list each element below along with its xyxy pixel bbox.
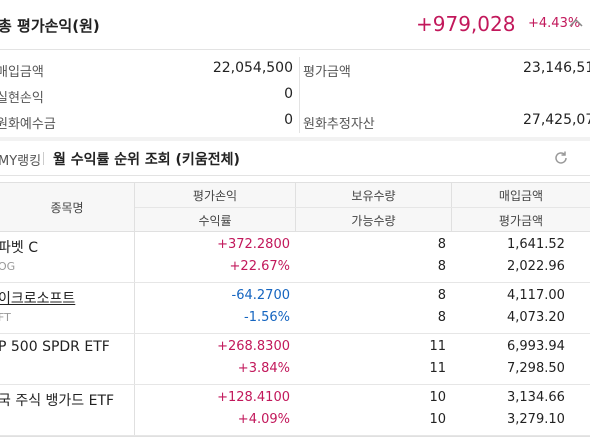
summary-divider [299, 57, 300, 133]
available-qty: 11 [429, 361, 446, 376]
holding-qty: 8 [437, 237, 446, 252]
eval-amount: 4,073.20 [507, 310, 565, 325]
eval-pl: +372.2800 [217, 237, 290, 252]
purchase-amount-value: 22,054,500 [212, 60, 293, 76]
est-assets-label: 원화추정자산 [303, 117, 375, 132]
total-pl-title: 총 평가손익(원) [0, 17, 100, 35]
table-row[interactable]: P 500 SPDR ETF +268.8300 +3.84% 11 11 6,… [0, 334, 590, 385]
col-avail-header: 가능수량 [351, 214, 396, 228]
account-summary: 매입금액 22,054,500 실현손익 0 원화예수금 0 평가금액 23,1… [0, 51, 590, 137]
chevron-up-icon[interactable] [566, 15, 590, 31]
stock-name[interactable]: 이크로소프트 [0, 291, 76, 307]
table-bottom-border [0, 436, 590, 437]
col-name-header: 종목명 [50, 201, 84, 215]
eval-amount-label: 평가금액 [303, 65, 351, 80]
col-eval-header: 평가금액 [498, 214, 544, 228]
refresh-icon[interactable] [552, 149, 570, 167]
buy-amount: 3,134.66 [507, 390, 565, 405]
eval-pl: -64.2700 [231, 288, 290, 303]
col-rate-header: 수익률 [198, 214, 232, 228]
row-divider [134, 334, 135, 384]
header-divider [134, 183, 135, 232]
available-qty: 8 [437, 259, 446, 274]
table-row[interactable]: 이크로소프트 FT -64.2700 -1.56% 8 8 4,117.00 4… [0, 283, 590, 334]
est-assets-value: 27,425,07 [523, 112, 590, 128]
holding-qty: 10 [429, 390, 446, 405]
eval-amount-value: 23,146,51 [523, 60, 590, 76]
stock-name: 국 주식 뱅가드 ETF [0, 393, 115, 409]
eval-pl: +128.4100 [217, 390, 290, 405]
return-rate: -1.56% [244, 310, 290, 325]
col-pl-header: 평가손익 [192, 189, 238, 203]
stock-name: 파벳 C [0, 240, 38, 256]
total-pl-value: +979,028 [416, 12, 516, 36]
buy-amount: 4,117.00 [507, 288, 565, 303]
my-ranking-link[interactable]: MY랭킹 [0, 154, 42, 169]
section-gap [0, 137, 590, 141]
available-qty: 8 [437, 310, 446, 325]
total-pl-header[interactable]: 총 평가손익(원) +979,028 +4.43% [0, 0, 590, 50]
table-row[interactable]: 파벳 C OG +372.2800 +22.67% 8 8 1,641.52 2… [0, 232, 590, 283]
row-divider [134, 385, 135, 435]
table-row[interactable]: 국 주식 뱅가드 ETF +128.4100 +4.09% 10 10 3,13… [0, 385, 590, 436]
return-rate: +3.84% [237, 361, 290, 376]
eval-amount: 7,298.50 [507, 361, 565, 376]
krw-deposit-value: 0 [284, 112, 293, 128]
holding-qty: 11 [429, 339, 446, 354]
purchase-amount-label: 매입금액 [0, 65, 44, 80]
return-rate: +4.09% [237, 412, 290, 427]
row-divider [134, 232, 135, 282]
total-pl-rate: +4.43% [528, 16, 581, 31]
available-qty: 10 [429, 412, 446, 427]
realized-pl-label: 실현손익 [0, 91, 44, 106]
ranking-bar[interactable]: MY랭킹 월 수익률 순위 조회 (키움전체) [0, 141, 590, 176]
eval-amount: 2,022.96 [507, 259, 565, 274]
ranking-divider [43, 152, 44, 165]
realized-pl-value: 0 [284, 86, 293, 102]
buy-amount: 6,993.94 [507, 339, 565, 354]
krw-deposit-label: 원화예수금 [0, 117, 56, 132]
header-mid-divider [135, 207, 590, 208]
holding-qty: 8 [437, 288, 446, 303]
holdings-table-header: 종목명 평가손익 수익률 보유수량 가능수량 매입금액 평가금액 [0, 182, 590, 232]
stock-name: P 500 SPDR ETF [0, 339, 110, 355]
eval-amount: 3,279.10 [507, 412, 565, 427]
stock-ticker: OG [0, 260, 16, 273]
col-buy-header: 매입금액 [498, 189, 544, 203]
col-qty-header: 보유수량 [351, 189, 396, 203]
eval-pl: +268.8300 [217, 339, 290, 354]
monthly-rank-title[interactable]: 월 수익률 순위 조회 (키움전체) [53, 152, 240, 168]
return-rate: +22.67% [229, 259, 290, 274]
buy-amount: 1,641.52 [507, 237, 565, 252]
row-divider [134, 283, 135, 333]
stock-ticker: FT [0, 311, 11, 324]
